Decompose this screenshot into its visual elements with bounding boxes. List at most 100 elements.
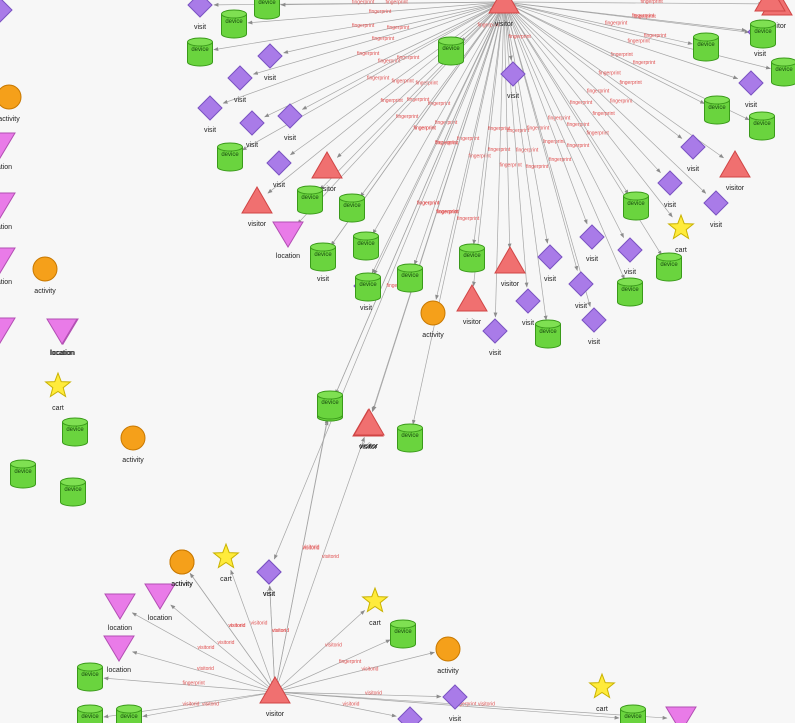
graph-node-device[interactable]: device	[60, 477, 86, 507]
graph-node-visit[interactable]: visit	[277, 103, 303, 142]
graph-node-visit[interactable]: visit	[227, 65, 253, 104]
graph-node-visit[interactable]: visit	[257, 43, 283, 82]
device-label: device	[401, 433, 419, 439]
graph-node-visit[interactable]: visit	[266, 150, 292, 189]
graph-node-device[interactable]: device	[254, 0, 280, 20]
graph-node-device[interactable]: device	[310, 242, 336, 272]
graph-node-device[interactable]: device	[62, 417, 88, 447]
graph-node-visitor[interactable]: visitor	[488, 0, 520, 28]
graph-node-visit[interactable]: visit	[482, 318, 508, 357]
graph-node-device[interactable]: device	[355, 272, 381, 302]
graph-node-device[interactable]: device	[390, 619, 416, 649]
graph-node-device[interactable]: device	[623, 191, 649, 221]
graph-node-location[interactable]: location	[46, 318, 78, 357]
graph-node-device[interactable]: device	[10, 459, 36, 489]
graph-node-device[interactable]: device	[339, 193, 365, 223]
graph-node-location[interactable]	[665, 706, 697, 723]
graph-node-device[interactable]: device	[221, 9, 247, 39]
graph-edge: fingerprint	[503, 1, 693, 45]
graph-node-location[interactable]: location	[144, 583, 176, 622]
graph-node-location[interactable]: location	[0, 192, 16, 231]
graph-node-device[interactable]: device	[317, 390, 343, 420]
graph-node-device[interactable]: device	[750, 19, 776, 49]
graph-node-device[interactable]: device	[77, 704, 103, 723]
graph-node-visit[interactable]: visit	[239, 110, 265, 149]
graph-node-visit[interactable]: visit	[397, 706, 423, 723]
graph-node-activity[interactable]: activity	[32, 256, 58, 295]
graph-node-device[interactable]: device	[438, 36, 464, 66]
graph-node-visitor[interactable]	[754, 0, 786, 12]
graph-node-device[interactable]: device	[617, 277, 643, 307]
graph-node-activity[interactable]: activity	[0, 84, 22, 123]
edge-label: visitorid	[365, 691, 382, 697]
edge-label: fingerprint	[414, 126, 437, 132]
graph-node-cart[interactable]: cart	[667, 213, 695, 254]
graph-node-activity[interactable]: activity	[420, 300, 446, 339]
graph-node-visit[interactable]: visit	[537, 244, 563, 283]
graph-node-location[interactable]: location	[104, 593, 136, 632]
graph-node-location[interactable]	[0, 317, 16, 344]
graph-node-visitor[interactable]: visitor	[719, 149, 751, 192]
graph-node-visitor[interactable]: visitor	[311, 150, 343, 193]
graph-node-location[interactable]: location	[0, 132, 16, 171]
graph-node-device[interactable]: device	[620, 704, 646, 723]
graph-node-device[interactable]: device	[656, 252, 682, 282]
graph-node-visit[interactable]: visit	[187, 0, 213, 31]
graph-node-device[interactable]: device	[353, 231, 379, 261]
graph-node-visit[interactable]	[0, 0, 13, 23]
graph-node-device[interactable]: device	[704, 95, 730, 125]
graph-node-activity[interactable]: activity	[120, 425, 146, 464]
graph-node-device[interactable]: device	[535, 319, 561, 349]
graph-node-visit[interactable]: visit	[500, 61, 526, 100]
device-cylinder-body	[217, 147, 243, 172]
visit-diamond-icon	[0, 0, 13, 23]
graph-edge: fingerprint	[472, 1, 511, 245]
graph-node-device[interactable]: device	[771, 57, 795, 87]
graph-node-visit[interactable]: visit	[515, 288, 541, 327]
graph-node-visit[interactable]: visit	[568, 271, 594, 310]
graph-node-device[interactable]: device	[397, 263, 423, 293]
edge-label: fingerprint	[548, 116, 571, 122]
graph-node-device[interactable]: device	[459, 243, 485, 273]
graph-node-cart[interactable]: cart	[44, 371, 72, 412]
cart-star-icon	[212, 542, 240, 569]
graph-node-visitor[interactable]: visitor	[494, 245, 526, 288]
node-label: location	[0, 279, 12, 286]
node-label: location	[276, 253, 300, 260]
graph-node-visitor[interactable]: visitor	[259, 675, 291, 718]
graph-node-visitor[interactable]: visitor	[456, 283, 488, 326]
node-label: location	[51, 350, 75, 357]
graph-node-visit[interactable]: visit	[581, 307, 607, 346]
graph-node-device[interactable]: device	[297, 185, 323, 215]
graph-node-activity[interactable]: activity	[435, 636, 461, 675]
graph-node-device[interactable]: device	[217, 142, 243, 172]
graph-node-location[interactable]: location	[103, 635, 135, 674]
graph-node-location[interactable]: location	[272, 221, 304, 260]
edge-line	[503, 1, 591, 308]
graph-node-visit[interactable]: visit	[657, 170, 683, 209]
graph-node-visit[interactable]: visit	[442, 684, 468, 723]
graph-node-device[interactable]: device	[693, 32, 719, 62]
graph-node-cart[interactable]: cart	[212, 542, 240, 583]
graph-node-visitor[interactable]: visitor	[353, 407, 385, 450]
graph-node-visit[interactable]: visit	[680, 134, 706, 173]
graph-node-cart[interactable]: cart	[588, 672, 616, 713]
graph-node-device[interactable]: device	[749, 111, 775, 141]
node-label: visit	[264, 75, 276, 82]
graph-node-visit[interactable]: visit	[738, 70, 764, 109]
graph-node-visitor[interactable]: visitor	[241, 185, 273, 228]
graph-node-activity[interactable]: activity	[169, 549, 195, 588]
graph-node-visit[interactable]: visit	[617, 237, 643, 276]
graph-node-visit[interactable]: visit	[703, 190, 729, 229]
graph-node-device[interactable]: device	[187, 37, 213, 67]
graph-node-visit[interactable]: visit	[579, 224, 605, 263]
graph-node-device[interactable]: device	[116, 704, 142, 723]
graph-node-location[interactable]: location	[0, 247, 16, 286]
graph-node-device[interactable]: device	[397, 423, 423, 453]
node-label: location	[148, 615, 172, 622]
node-label: cart	[369, 620, 381, 627]
graph-node-cart[interactable]: cart	[361, 586, 389, 627]
graph-node-visit[interactable]: visit	[197, 95, 223, 134]
graph-node-visit[interactable]: visit	[256, 559, 282, 598]
graph-node-device[interactable]: device	[77, 662, 103, 692]
